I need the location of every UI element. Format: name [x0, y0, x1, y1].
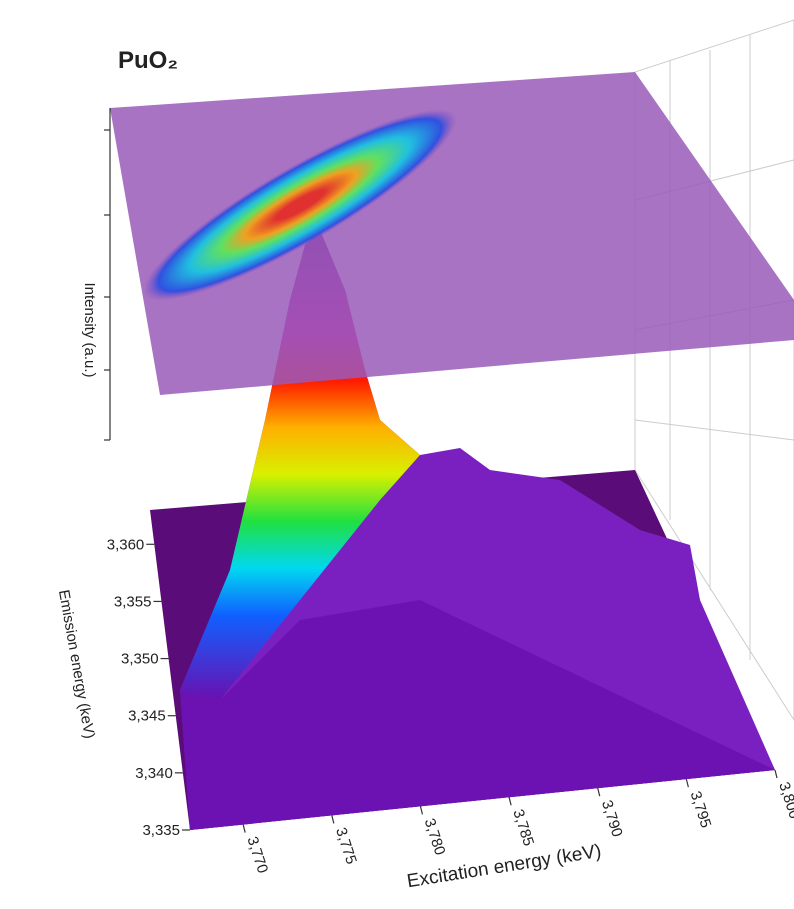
- y-tick-label: 3,335: [142, 822, 180, 839]
- x-tick-label: 3,775: [332, 825, 360, 866]
- x-tick: [420, 806, 422, 814]
- y-tick-label: 3,340: [135, 765, 173, 782]
- y-tick-label: 3,345: [128, 708, 166, 725]
- y-tick-label: 3,360: [107, 536, 145, 553]
- x-tick: [509, 797, 511, 805]
- x-tick-label: 3,790: [598, 798, 626, 839]
- x-tick-label: 3,780: [421, 816, 449, 857]
- x-tick: [332, 815, 334, 823]
- chart-title: PuO₂: [118, 47, 178, 74]
- y-tick-label: 3,355: [114, 593, 152, 610]
- x-tick-label: 3,795: [687, 789, 715, 830]
- z-axis: [104, 108, 110, 440]
- x-tick: [686, 779, 688, 787]
- x-tick: [775, 770, 777, 778]
- chart: PuO₂ Intensity (a.u.) Emission energy (k…: [0, 0, 794, 909]
- x-tick: [243, 825, 245, 833]
- x-tick: [598, 788, 600, 796]
- y-axis-title: Emission energy (keV): [55, 588, 98, 740]
- x-tick-label: 3,785: [509, 807, 537, 848]
- x-tick-label: 3,800: [775, 780, 794, 821]
- x-tick-label: 3,770: [243, 835, 271, 876]
- z-axis-title: Intensity (a.u.): [81, 282, 98, 377]
- y-tick-label: 3,350: [121, 651, 159, 668]
